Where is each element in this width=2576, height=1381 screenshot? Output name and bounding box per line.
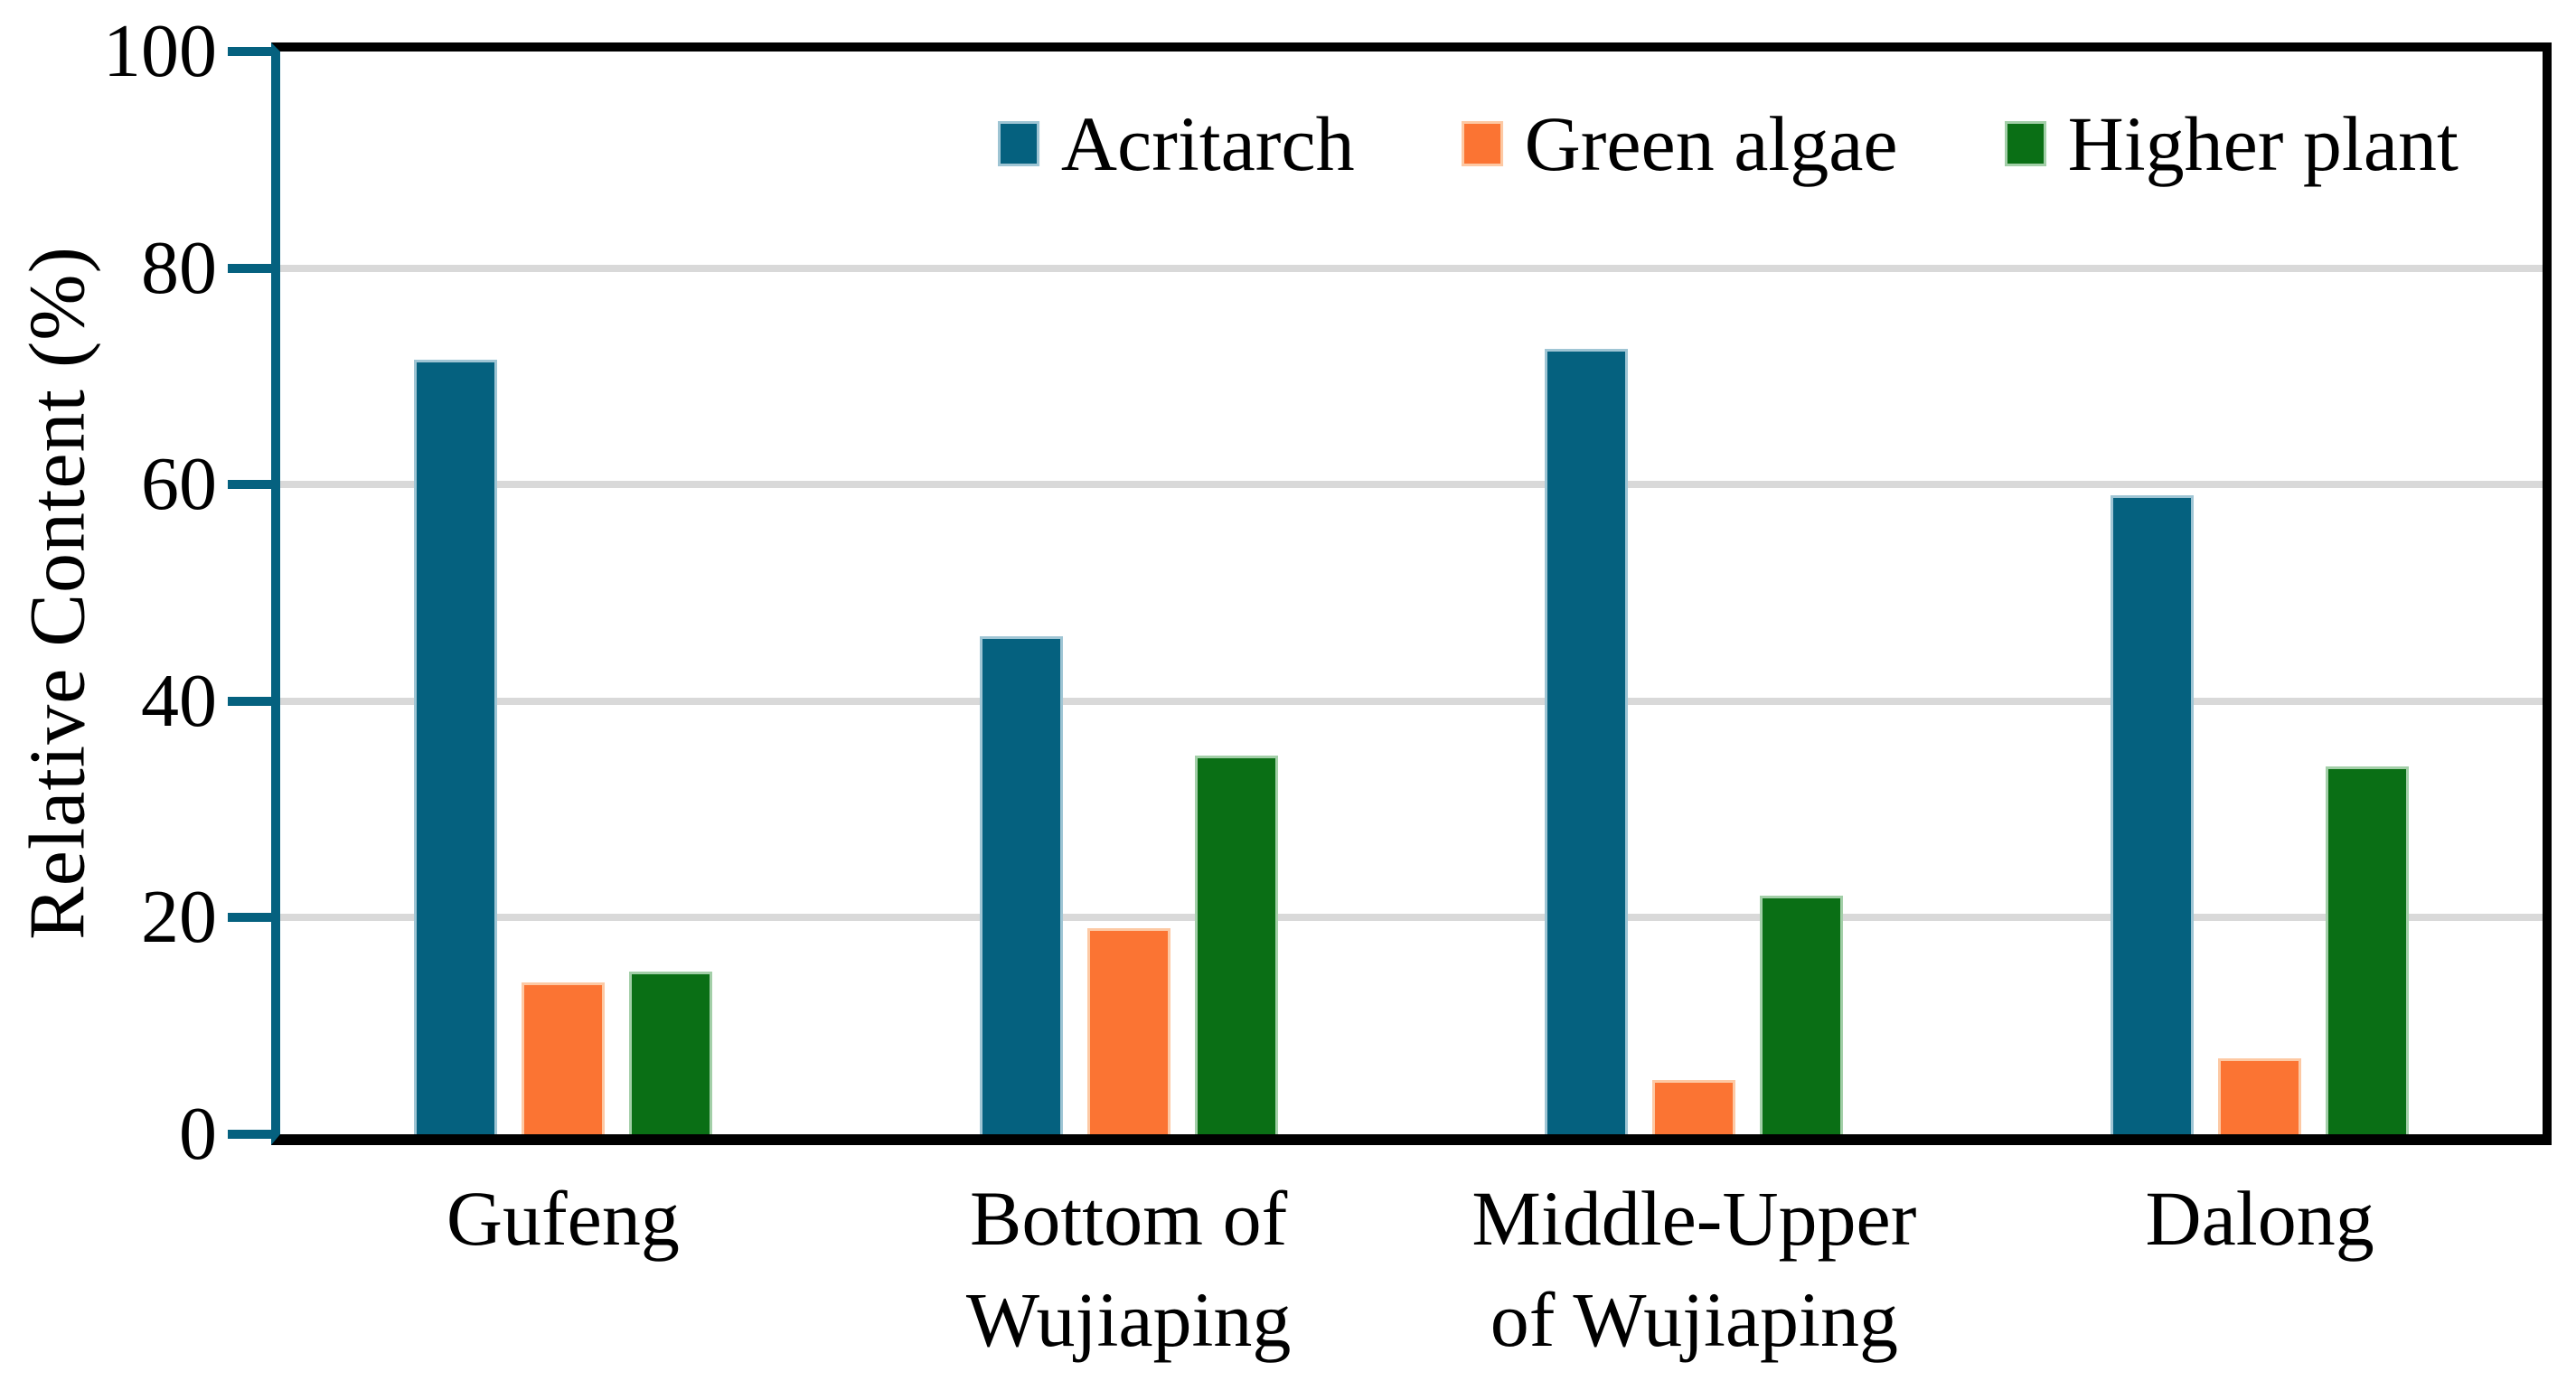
bar-higher-plant [1760, 896, 1844, 1134]
bar-group [1412, 52, 1978, 1134]
y-tick-mark [228, 480, 271, 490]
y-tick-mark [228, 696, 271, 706]
x-axis-labels: Gufeng Bottom of Wujiaping Middle-Upper of… [280, 1168, 2543, 1370]
legend-item: Green algae [1461, 99, 1898, 189]
bar-higher-plant [628, 972, 712, 1134]
x-axis-label: Dalong [2145, 1175, 2374, 1262]
gridline-60 [280, 481, 2543, 489]
gridline-40 [280, 697, 2543, 705]
gridline-80 [280, 264, 2543, 272]
bar-group [846, 52, 1412, 1134]
y-tick-label: 40 [141, 658, 217, 743]
bar-group [280, 52, 846, 1134]
legend: Acritarch Green algae Higher plant [997, 99, 2458, 189]
y-tick-label: 60 [141, 442, 217, 527]
x-axis-label: Middle-Upper of Wujiaping [1471, 1175, 1917, 1363]
bar-acritarch [1545, 349, 1629, 1134]
y-tick-label: 80 [141, 225, 217, 310]
y-tick-label: 100 [103, 9, 217, 93]
legend-swatch-icon [997, 121, 1039, 166]
bar-green-algae [1652, 1080, 1736, 1134]
legend-swatch-icon [2004, 121, 2046, 166]
bar-acritarch [413, 360, 497, 1134]
y-tick-mark [228, 263, 271, 273]
bar-higher-plant [1194, 755, 1278, 1134]
bar-group [1977, 52, 2543, 1134]
x-axis-label: Bottom of Wujiaping [965, 1175, 1292, 1363]
bar-groups [280, 52, 2543, 1134]
y-axis-title: Relative Content (%) [14, 246, 102, 940]
y-tick-mark [228, 1130, 271, 1139]
legend-label: Acritarch [1060, 100, 1355, 187]
y-tick-mark [228, 913, 271, 923]
bar-acritarch [2111, 495, 2195, 1134]
legend-item: Acritarch [997, 99, 1355, 189]
bar-green-algae [1086, 928, 1170, 1134]
legend-swatch-icon [1461, 121, 1503, 166]
y-tick-label: 0 [179, 1092, 217, 1176]
bar-green-algae [2218, 1058, 2302, 1134]
y-tick-label: 20 [141, 875, 217, 960]
bar-higher-plant [2326, 766, 2410, 1134]
x-axis-label: Gufeng [446, 1175, 680, 1262]
legend-label: Higher plant [2067, 100, 2458, 187]
legend-label: Green algae [1524, 100, 1898, 187]
plot-area: 0 20 40 60 80 100 Acritarch Green algae Higher … [103, 9, 2552, 1176]
bar-acritarch [979, 635, 1063, 1134]
bar-green-algae [521, 982, 605, 1134]
gridline-20 [280, 914, 2543, 922]
y-tick-mark [228, 47, 271, 56]
legend-item: Higher plant [2004, 99, 2458, 189]
